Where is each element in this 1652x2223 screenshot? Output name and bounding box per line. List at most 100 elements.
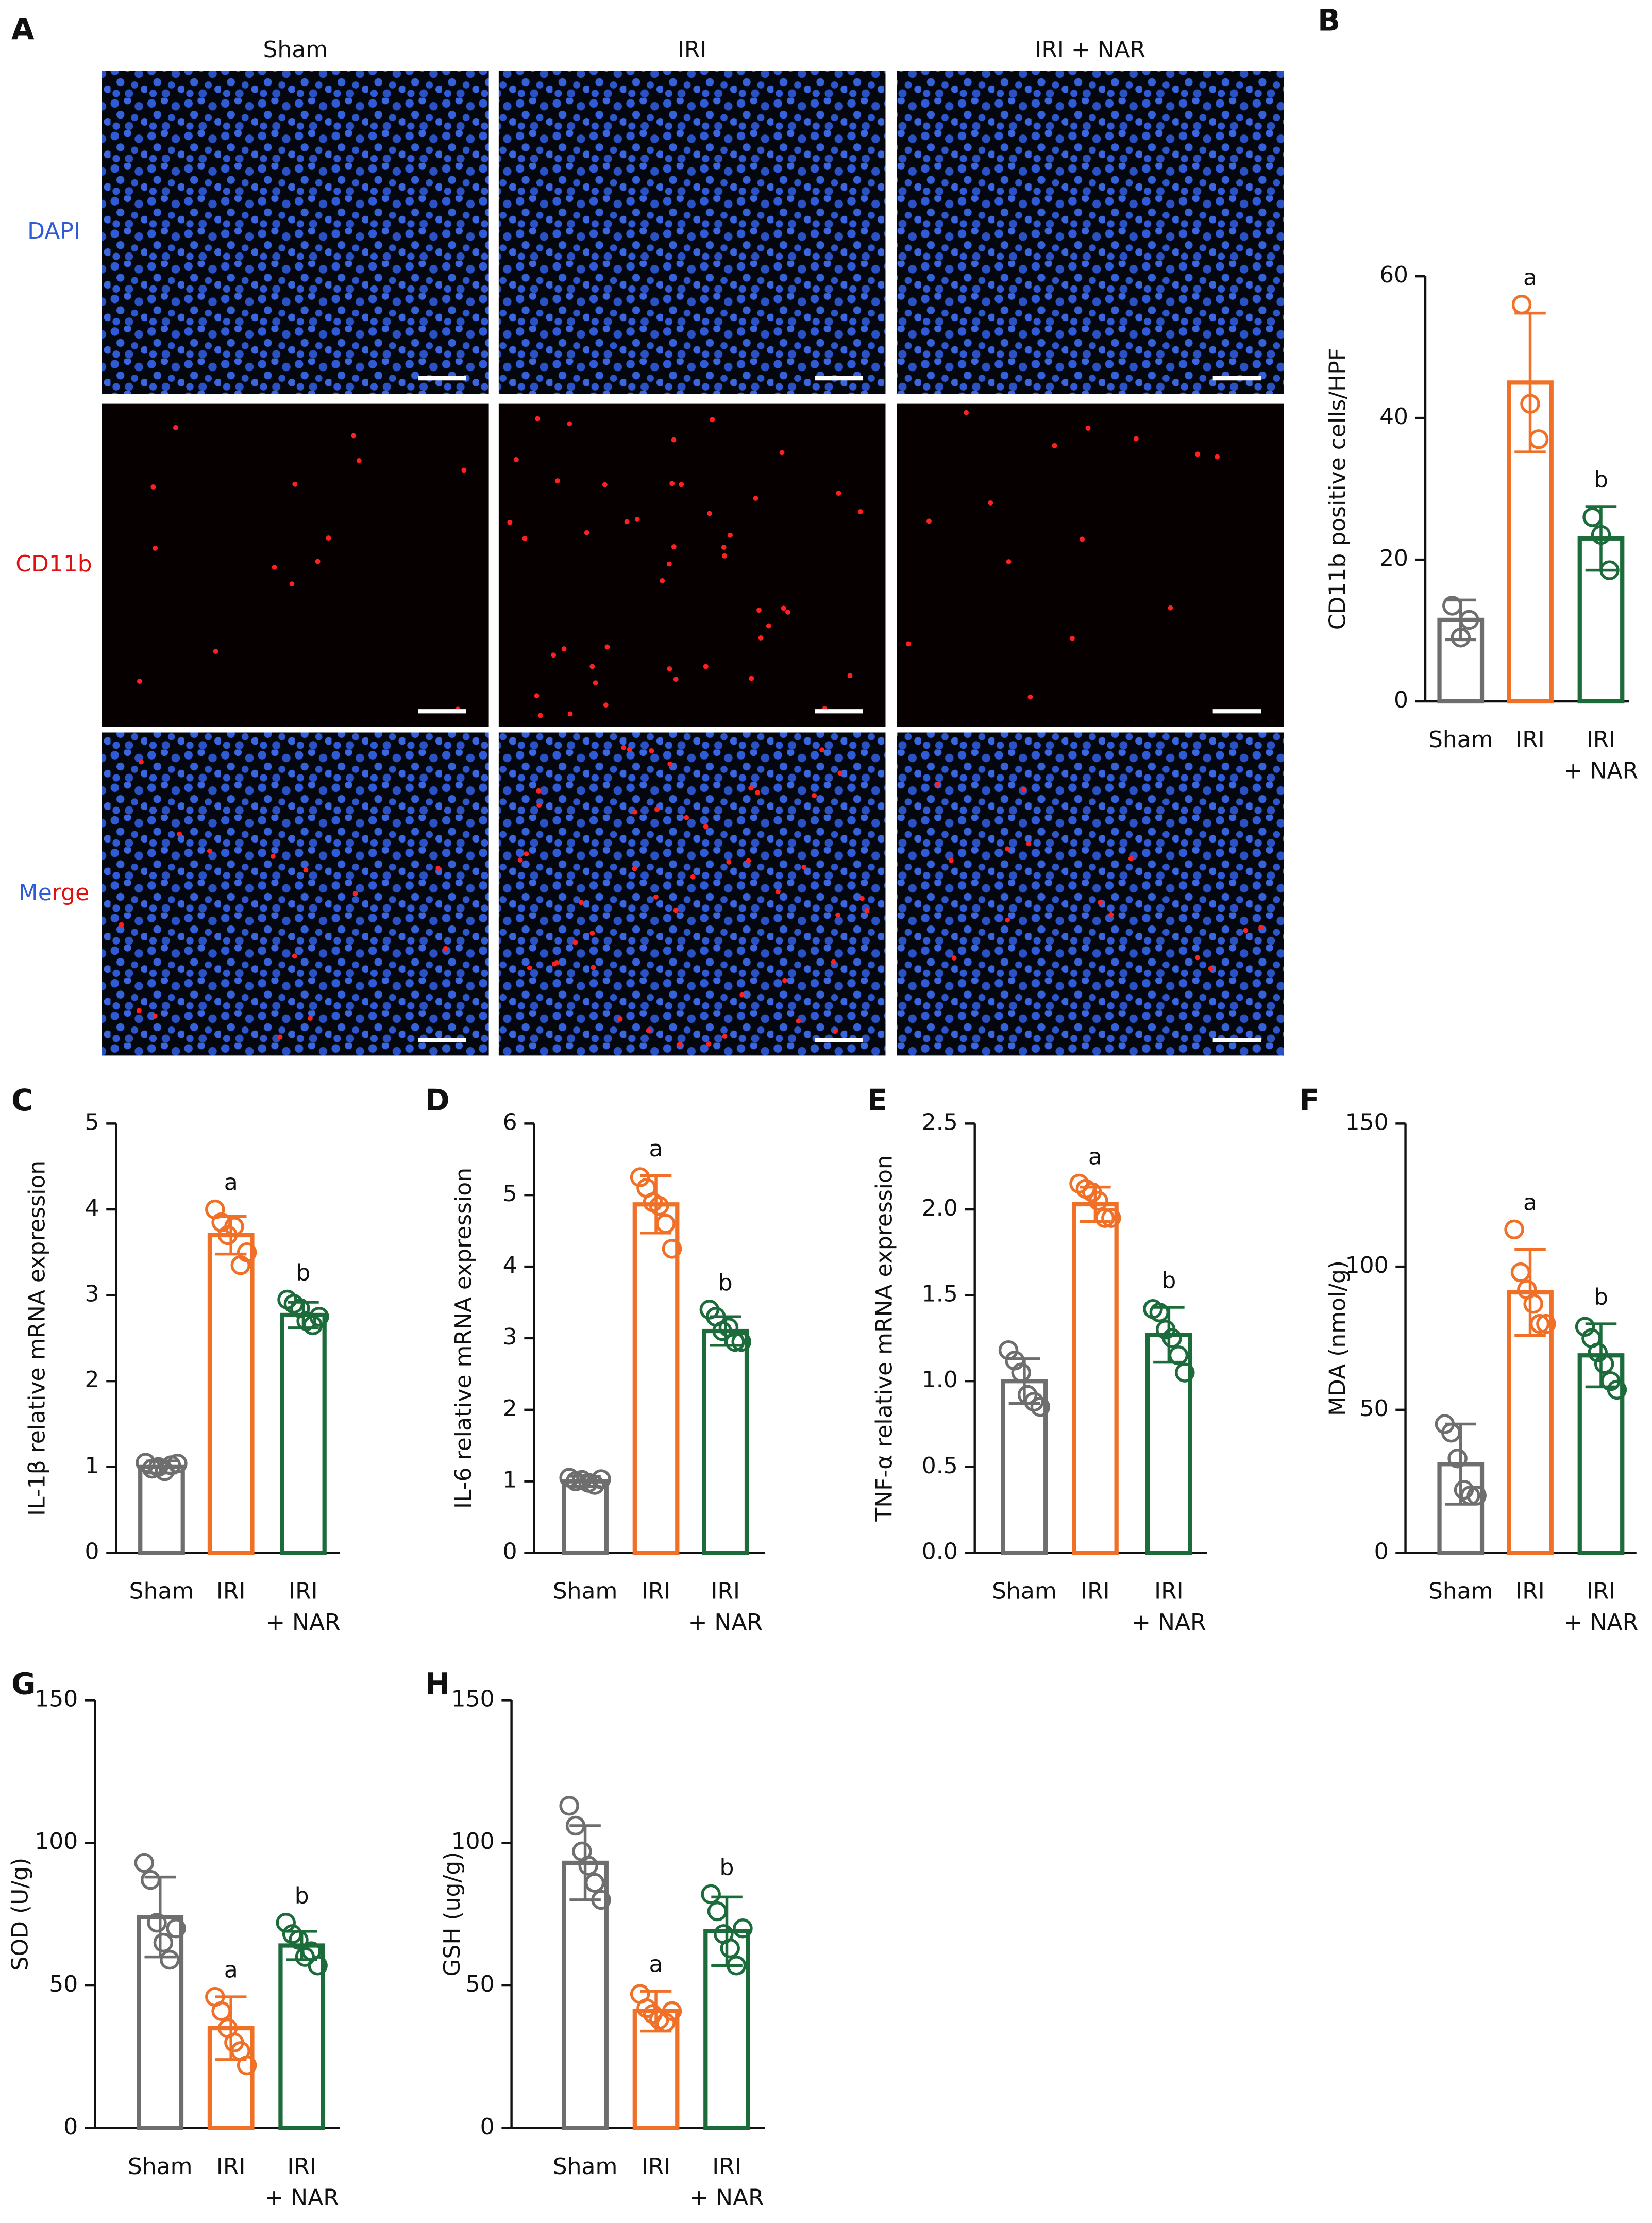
red-cell <box>926 518 932 524</box>
bar <box>562 1860 609 2130</box>
red-cell <box>728 532 733 538</box>
red-cell <box>584 530 589 535</box>
red-cell <box>632 866 637 871</box>
red-cell <box>796 1018 801 1024</box>
red-cell <box>292 953 297 959</box>
red-cell <box>671 544 677 549</box>
panel-label: H <box>425 1666 450 1702</box>
micrograph <box>498 732 886 1056</box>
row-label: DAPI <box>27 218 80 244</box>
significance-letter: b <box>295 1883 309 1909</box>
x-tick-label: IRI + NAR <box>688 1578 763 1635</box>
red-cell <box>604 644 610 650</box>
data-point <box>1529 1313 1550 1334</box>
red-cell <box>673 907 679 913</box>
data-point <box>655 1214 676 1234</box>
significance-letter: a <box>1088 1144 1102 1170</box>
red-cell <box>679 482 684 487</box>
red-cell <box>753 495 758 501</box>
red-cell <box>801 864 807 870</box>
y-tick-label: 6 <box>503 1109 517 1135</box>
significance-letter: b <box>296 1259 310 1286</box>
data-point <box>1460 1486 1480 1506</box>
micrograph <box>102 732 489 1056</box>
red-cell <box>1085 426 1091 431</box>
data-point <box>584 1475 605 1495</box>
data-point <box>1447 1448 1468 1469</box>
data-point <box>701 1884 721 1905</box>
data-point <box>1088 1191 1108 1211</box>
red-cell <box>779 450 785 456</box>
y-tick-label: 0.0 <box>922 1538 958 1564</box>
micrograph <box>897 71 1284 394</box>
x-tick-label: IRI <box>642 1578 671 1604</box>
y-tick-label: 20 <box>1379 545 1408 571</box>
panel-label: E <box>867 1083 887 1118</box>
red-cell <box>1133 436 1139 442</box>
y-axis-label: IL-6 relative mRNA expression <box>450 1168 477 1509</box>
red-cell <box>951 955 957 961</box>
data-point <box>1528 429 1549 449</box>
red-cell <box>634 517 640 522</box>
data-point <box>1511 294 1532 315</box>
red-cell <box>513 457 519 462</box>
x-tick-label: Sham <box>1428 727 1493 753</box>
y-tick-label: 100 <box>451 1828 495 1855</box>
red-cell <box>653 894 659 900</box>
y-tick-label: 60 <box>1379 262 1408 288</box>
x-tick-label: IRI + NAR <box>266 1578 340 1635</box>
red-cell <box>864 908 870 914</box>
red-cell <box>1208 966 1213 971</box>
red-cell <box>649 748 654 753</box>
red-cell <box>1258 924 1264 930</box>
red-cell <box>536 788 542 794</box>
red-cell <box>617 1016 623 1022</box>
y-tick-label: 100 <box>1345 1252 1389 1278</box>
red-cell <box>207 848 212 854</box>
red-cell <box>755 790 761 796</box>
red-cell <box>524 851 529 857</box>
significance-letter: a <box>224 1170 238 1196</box>
y-tick-label: 2.5 <box>922 1109 958 1135</box>
red-cell <box>703 823 709 829</box>
x-tick-label: Sham <box>1428 1578 1493 1604</box>
x-tick-label: Sham <box>128 2153 193 2180</box>
red-cell <box>435 865 441 871</box>
data-point <box>140 1870 161 1890</box>
data-point <box>1149 1302 1170 1323</box>
y-tick-label: 0.5 <box>922 1453 958 1479</box>
x-tick-label: Sham <box>553 1578 618 1604</box>
data-point <box>1520 394 1540 414</box>
data-point <box>1575 1317 1595 1337</box>
red-cell <box>591 965 596 970</box>
bar-chart: B CD11b positive cells/HPF 0 20 40 60 Sham a IRI… <box>1318 3 1638 784</box>
red-cell <box>781 605 786 611</box>
y-tick-label: 2 <box>85 1367 99 1393</box>
data-point <box>289 1930 309 1950</box>
data-point <box>1175 1362 1195 1383</box>
data-point <box>167 1453 188 1474</box>
bar-chart: G SOD (U/g) 0 50 100 150 Sham a IRI b IRI + NAR <box>7 1666 340 2211</box>
y-tick-label: 5 <box>85 1109 99 1135</box>
red-cell <box>602 482 608 487</box>
y-tick-label: 50 <box>1360 1395 1389 1422</box>
red-cell <box>1005 846 1010 852</box>
bar-chart: F MDA (nmol/g) 0 50 100 150 Sham a IRI b IRI + NAR <box>1299 1083 1638 1636</box>
x-tick-label: IRI <box>216 2153 246 2180</box>
y-tick-label: 50 <box>466 1971 495 1997</box>
y-axis-label: SOD (U/g) <box>7 1858 33 1971</box>
panel-label: C <box>11 1083 33 1118</box>
data-point <box>224 1217 244 1237</box>
red-cell <box>150 484 156 490</box>
data-point <box>1582 507 1603 527</box>
red-cell <box>272 564 277 570</box>
micrograph <box>897 403 1284 727</box>
red-cell <box>1098 900 1103 905</box>
bar <box>632 1202 680 1555</box>
data-point <box>136 1453 156 1473</box>
bar-chart: H GSH (ug/g) 0 50 100 150 Sham a IRI b IRI + NAR <box>425 1666 765 2211</box>
red-cell <box>739 992 745 998</box>
red-cell <box>677 1041 683 1047</box>
red-cell <box>139 759 144 765</box>
y-tick-label: 1 <box>85 1453 99 1479</box>
